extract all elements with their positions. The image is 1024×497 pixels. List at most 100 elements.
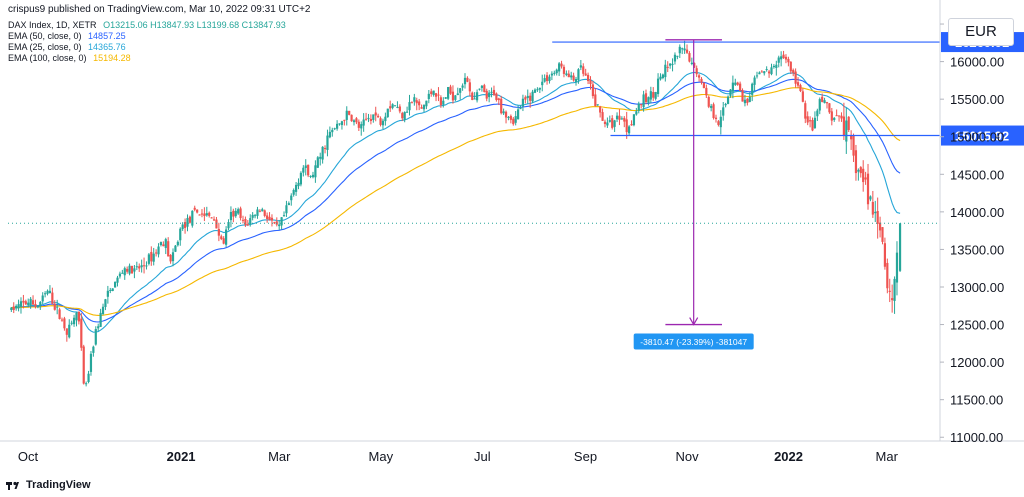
candle-body <box>89 353 93 372</box>
candle-body <box>345 110 348 120</box>
candle-body <box>384 116 387 122</box>
candle-body <box>743 99 747 104</box>
candle-body <box>712 104 715 118</box>
candle-body <box>871 201 874 215</box>
candle-body <box>784 56 788 60</box>
candle-body <box>420 107 423 109</box>
candle-body <box>85 383 88 385</box>
candle-body <box>625 119 628 133</box>
candle-body <box>606 122 609 126</box>
candle-body <box>736 82 739 85</box>
candle-body <box>545 75 549 82</box>
candle-body <box>719 116 722 128</box>
candle-body <box>430 91 433 95</box>
candle-body <box>403 112 406 120</box>
candle-body <box>379 118 382 125</box>
candle-body <box>181 224 184 229</box>
candle-body <box>249 218 252 225</box>
candle-body <box>65 328 68 335</box>
candle-body <box>765 69 768 71</box>
candle-body <box>121 272 124 274</box>
candle-body <box>603 121 607 125</box>
candle-body <box>475 92 479 101</box>
candle-body <box>502 111 505 114</box>
candles-layer <box>10 40 902 387</box>
candle-body <box>164 239 167 248</box>
annotation-layer: 16260.0115015.92-3810.47 (-23.39%) -3810… <box>8 32 1024 350</box>
price-chart[interactable]: 16260.0115015.92-3810.47 (-23.39%) -3810… <box>0 0 1024 478</box>
x-tick-label: Mar <box>268 449 291 464</box>
candle-body <box>405 111 409 113</box>
candle-body <box>205 213 208 216</box>
candle-body <box>106 290 109 297</box>
candle-body <box>659 76 662 80</box>
legend-ema-50[interactable]: EMA (50, close, 0) 14857.25 <box>8 31 286 42</box>
candle-body <box>268 216 271 220</box>
candle-body <box>210 217 213 219</box>
candle-body <box>36 306 39 308</box>
candle-body <box>27 302 30 306</box>
candle-body <box>570 75 573 78</box>
candle-body <box>780 56 783 60</box>
candle-body <box>830 111 833 121</box>
candle-body <box>222 238 225 244</box>
candle-body <box>285 205 288 214</box>
measure-arrow-icon <box>689 317 699 326</box>
ema-100-line <box>11 87 901 316</box>
candle-body <box>258 210 261 212</box>
candle-body <box>567 73 570 78</box>
candle-body <box>637 103 640 111</box>
axis-layer: 16500.0016000.0015500.0015000.0014500.00… <box>0 0 1024 464</box>
candle-body <box>338 123 341 125</box>
legend-ema-100[interactable]: EMA (100, close, 0) 15194.28 <box>8 53 286 64</box>
candle-body <box>878 222 882 231</box>
candle-body <box>167 241 170 257</box>
candle-body <box>355 118 358 123</box>
y-tick-label: 14000.00 <box>950 205 1004 220</box>
candle-body <box>669 63 672 66</box>
y-tick-label: 11000.00 <box>950 430 1003 445</box>
candle-body <box>251 214 254 218</box>
candle-body <box>623 117 626 122</box>
candle-body <box>678 46 681 54</box>
candle-body <box>671 63 674 65</box>
candle-body <box>193 207 196 210</box>
candle-body <box>208 212 211 216</box>
legend-ema-25[interactable]: EMA (25, close, 0) 14365.76 <box>8 42 286 53</box>
candle-body <box>485 90 488 99</box>
candle-body <box>374 112 377 116</box>
candle-body <box>466 77 469 82</box>
candle-body <box>51 292 54 304</box>
candle-body <box>574 79 578 82</box>
candle-body <box>514 116 517 123</box>
candle-body <box>898 223 902 271</box>
candle-body <box>739 83 742 91</box>
candle-body <box>760 71 763 73</box>
candle-body <box>290 195 293 201</box>
legend-ema-50-value: 14857.25 <box>88 31 126 41</box>
candle-body <box>594 94 597 107</box>
candle-body <box>850 135 853 140</box>
legend-ohlc: O13215.06 H13847.93 L13199.68 C13847.93 <box>103 20 286 30</box>
candle-body <box>859 167 862 174</box>
candle-body <box>748 96 751 102</box>
candle-body <box>473 98 476 100</box>
candle-body <box>391 104 394 108</box>
candle-body <box>866 173 870 205</box>
candle-body <box>512 118 515 125</box>
candle-body <box>126 268 129 272</box>
candle-body <box>70 322 73 324</box>
currency-label[interactable]: EUR <box>948 18 1014 46</box>
candle-body <box>63 318 66 329</box>
candle-body <box>198 214 201 216</box>
candle-body <box>239 208 242 219</box>
candle-body <box>432 90 435 96</box>
y-tick-label: 15000.00 <box>950 130 1004 145</box>
y-tick-label: 14500.00 <box>950 167 1004 182</box>
candle-body <box>459 88 462 93</box>
candle-body <box>12 306 15 311</box>
footer-brand: TradingView <box>6 479 91 491</box>
candle-body <box>294 184 298 192</box>
candle-body <box>232 210 235 217</box>
x-tick-label: 2021 <box>167 449 196 464</box>
